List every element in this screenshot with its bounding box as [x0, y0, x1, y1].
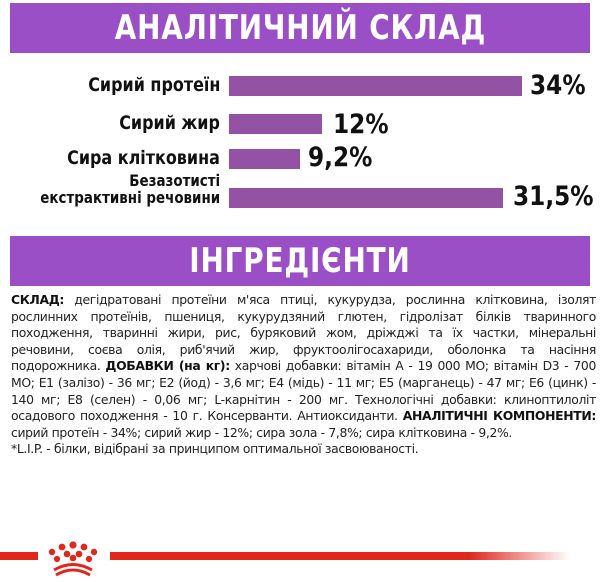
analytic-components-label: АНАЛІТИЧНІ КОМПОНЕНТИ: — [402, 408, 597, 424]
chart-label: Сирий протеїн — [87, 74, 220, 96]
chart-label: Сира клітковина — [67, 147, 220, 169]
chart-bar — [229, 114, 322, 134]
chart-value: 12% — [333, 109, 389, 140]
composition-label: СКЛАД: — [11, 292, 64, 307]
additives-label: ДОБАВКИ (на кг): — [105, 358, 230, 374]
chart-value: 9,2% — [308, 142, 373, 173]
chart-bar — [229, 188, 503, 208]
chart-label: Безазотисті екстрактивні речовини — [40, 171, 220, 207]
ingredients-title-banner: ІНГРЕДІЄНТИ — [10, 236, 590, 286]
footnote: *L.I.P. - білки, відібрані за принципом … — [11, 441, 419, 457]
composition-text: дегідратовані протеїни м'яса птиці, куку… — [11, 292, 596, 374]
ingredients-title: ІНГРЕДІЄНТИ — [189, 241, 411, 281]
analysis-title-banner: АНАЛІТИЧНИЙ СКЛАД — [10, 3, 590, 53]
chart-label: Сирий жир — [119, 112, 220, 134]
brand-line-right — [110, 552, 570, 560]
chart-bar — [229, 76, 522, 96]
chart-bar — [229, 149, 300, 169]
chart-value: 34% — [530, 70, 586, 101]
brand-line-left — [0, 552, 38, 560]
royal-canin-crown-icon — [40, 540, 106, 577]
chart-value: 31,5% — [513, 181, 594, 212]
analytic-components-text: сирий протеїн - 34%; сирий жир - 12%; си… — [11, 424, 513, 440]
additives-text: харчові добавки: вітамін А - 19 000 МО; … — [11, 358, 596, 424]
analysis-title: АНАЛІТИЧНИЙ СКЛАД — [114, 8, 486, 48]
ingredients-text: СКЛАД: дегідратовані протеїни м'яса птиц… — [11, 292, 596, 458]
